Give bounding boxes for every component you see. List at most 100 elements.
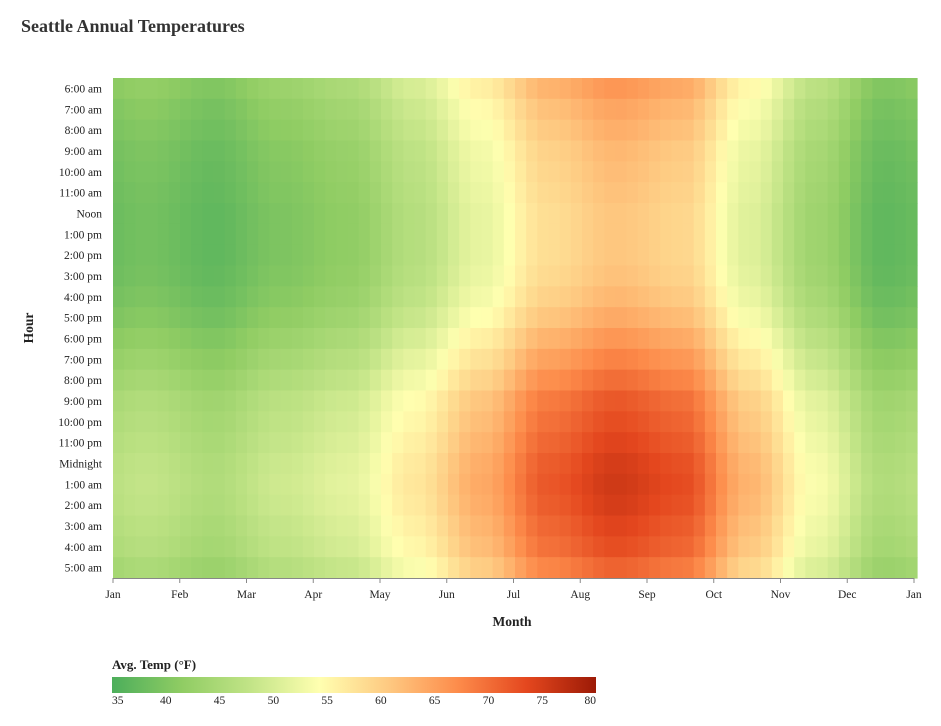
heatmap-cell-mar-row-3 — [280, 140, 293, 162]
heatmap-cell-mar-row-15 — [291, 390, 304, 412]
heatmap-cell-dec-row-8 — [894, 244, 907, 267]
heatmap-cell-aug-row-19 — [615, 473, 628, 496]
heatmap-cell-jul-row-22 — [570, 536, 583, 558]
heatmap-cell-may-row-22 — [403, 536, 416, 558]
heatmap-cell-aug-row-6 — [615, 203, 628, 225]
heatmap-cell-dec-row-12 — [872, 328, 885, 350]
heatmap-cell-may-row-19 — [425, 473, 438, 496]
heatmap-cell-nov-row-15 — [838, 390, 851, 412]
heatmap-cell-may-row-23 — [436, 557, 449, 579]
heatmap-cell-feb-row-13 — [180, 348, 192, 371]
heatmap-cell-nov-row-9 — [827, 265, 840, 287]
heatmap-cell-nov-row-21 — [827, 515, 840, 537]
heatmap-cell-jul-row-17 — [570, 432, 583, 454]
heatmap-cell-dec-row-14 — [872, 369, 885, 392]
heatmap-cell-nov-row-3 — [816, 140, 829, 162]
heatmap-cell-aug-row-11 — [637, 307, 650, 329]
heatmap-cell-nov-row-5 — [816, 182, 829, 204]
heatmap-cell-jun-row-2 — [448, 119, 460, 142]
heatmap-cell-dec-row-19 — [861, 473, 873, 496]
heatmap-cell-dec-row-17 — [883, 432, 896, 454]
heatmap-cell-mar-row-10 — [302, 286, 315, 308]
heatmap-cell-apr-row-0 — [347, 78, 360, 100]
heatmap-cell-jul-row-5 — [515, 182, 527, 204]
heatmap-cell-jul-row-22 — [559, 536, 572, 558]
heatmap-cell-apr-row-5 — [347, 182, 360, 204]
heatmap-cell-jan-row-15 — [124, 390, 136, 412]
heatmap-cell-jan-row-21 — [124, 515, 136, 537]
heatmap-cell-jul-row-0 — [548, 78, 561, 100]
heatmap-cell-jul-row-17 — [537, 432, 550, 454]
heatmap-cell-jun-row-13 — [459, 348, 471, 371]
y-tick-label: 3:00 am — [65, 521, 102, 533]
heatmap-cell-jan-row-2 — [113, 119, 125, 142]
heatmap-cell-jun-row-7 — [492, 223, 505, 246]
y-tick-label: 4:00 pm — [64, 292, 102, 304]
heatmap-cell-jun-row-10 — [470, 286, 483, 308]
heatmap-cell-apr-row-22 — [314, 536, 326, 558]
heatmap-cell-nov-row-7 — [794, 223, 806, 246]
heatmap-cell-aug-row-16 — [615, 411, 628, 433]
heatmap-cell-mar-row-1 — [269, 98, 282, 121]
heatmap-cell-feb-row-18 — [213, 453, 226, 475]
heatmap-cell-nov-row-3 — [838, 140, 851, 162]
heatmap-cell-mar-row-20 — [302, 494, 315, 517]
heatmap-cell-jul-row-14 — [526, 369, 538, 392]
heatmap-cell-jul-row-3 — [526, 140, 538, 162]
heatmap-cell-jun-row-10 — [448, 286, 460, 308]
heatmap-cell-feb-row-18 — [180, 453, 192, 475]
heatmap-cell-jul-row-18 — [515, 453, 527, 475]
heatmap-cell-jul-row-23 — [570, 557, 583, 579]
heatmap-cell-aug-row-15 — [593, 390, 605, 412]
heatmap-cell-aug-row-9 — [582, 265, 594, 287]
heatmap-cell-feb-row-11 — [191, 307, 203, 329]
heatmap-cell-nov-row-6 — [827, 203, 840, 225]
heatmap-cell-apr-row-18 — [347, 453, 360, 475]
heatmap-cell-nov-row-1 — [805, 98, 818, 121]
heatmap-cell-sep-row-18 — [682, 453, 695, 475]
heatmap-cell-sep-row-6 — [660, 203, 672, 225]
heatmap-cell-jul-row-17 — [559, 432, 572, 454]
heatmap-cell-mar-row-0 — [291, 78, 304, 100]
heatmap-cell-apr-row-12 — [369, 328, 382, 350]
heatmap-cell-sep-row-21 — [693, 515, 706, 537]
heatmap-cell-oct-row-22 — [771, 536, 784, 558]
heatmap-cell-aug-row-3 — [637, 140, 650, 162]
heatmap-cell-dec-row-2 — [872, 119, 885, 142]
heatmap-cell-oct-row-22 — [738, 536, 751, 558]
heatmap-cell-sep-row-22 — [660, 536, 672, 558]
heatmap-cell-apr-row-11 — [369, 307, 382, 329]
heatmap-cell-jul-row-14 — [515, 369, 527, 392]
heatmap-cell-jun-row-6 — [470, 203, 483, 225]
heatmap-cell-oct-row-21 — [727, 515, 739, 537]
heatmap-cell-jul-row-16 — [548, 411, 561, 433]
heatmap-cell-jul-row-15 — [548, 390, 561, 412]
heatmap-cell-may-row-14 — [414, 369, 427, 392]
heatmap-cell-sep-row-11 — [693, 307, 706, 329]
heatmap-cell-apr-row-8 — [325, 244, 337, 267]
heatmap-cell-jan-row-18 — [146, 453, 159, 475]
heatmap-cell-oct-row-1 — [716, 98, 728, 121]
heatmap-cell-aug-row-10 — [615, 286, 628, 308]
heatmap-cell-aug-row-8 — [615, 244, 628, 267]
heatmap-cell-may-row-3 — [381, 140, 393, 162]
heatmap-cell-jul-row-11 — [526, 307, 538, 329]
heatmap-cell-apr-row-17 — [358, 432, 371, 454]
heatmap-cell-jan-row-21 — [135, 515, 148, 537]
heatmap-cell-may-row-15 — [392, 390, 404, 412]
heatmap-cell-nov-row-21 — [805, 515, 818, 537]
heatmap-cell-dec-row-22 — [872, 536, 885, 558]
legend-tick-label: 50 — [268, 695, 280, 707]
heatmap-cell-sep-row-23 — [660, 557, 672, 579]
heatmap-cell-dec-row-8 — [883, 244, 896, 267]
heatmap-cell-jun-row-9 — [481, 265, 494, 287]
heatmap-cell-nov-row-8 — [794, 244, 806, 267]
x-tick-label: Apr — [304, 589, 322, 601]
heatmap-cell-jan-row-1 — [113, 98, 125, 121]
heatmap-cell-aug-row-22 — [582, 536, 594, 558]
heatmap-cell-dec-row-8 — [850, 244, 862, 267]
heatmap-cell-dec-row-10 — [872, 286, 885, 308]
heatmap-cell-mar-row-3 — [258, 140, 270, 162]
heatmap-cell-jun-row-20 — [470, 494, 483, 517]
heatmap-cell-aug-row-22 — [626, 536, 639, 558]
